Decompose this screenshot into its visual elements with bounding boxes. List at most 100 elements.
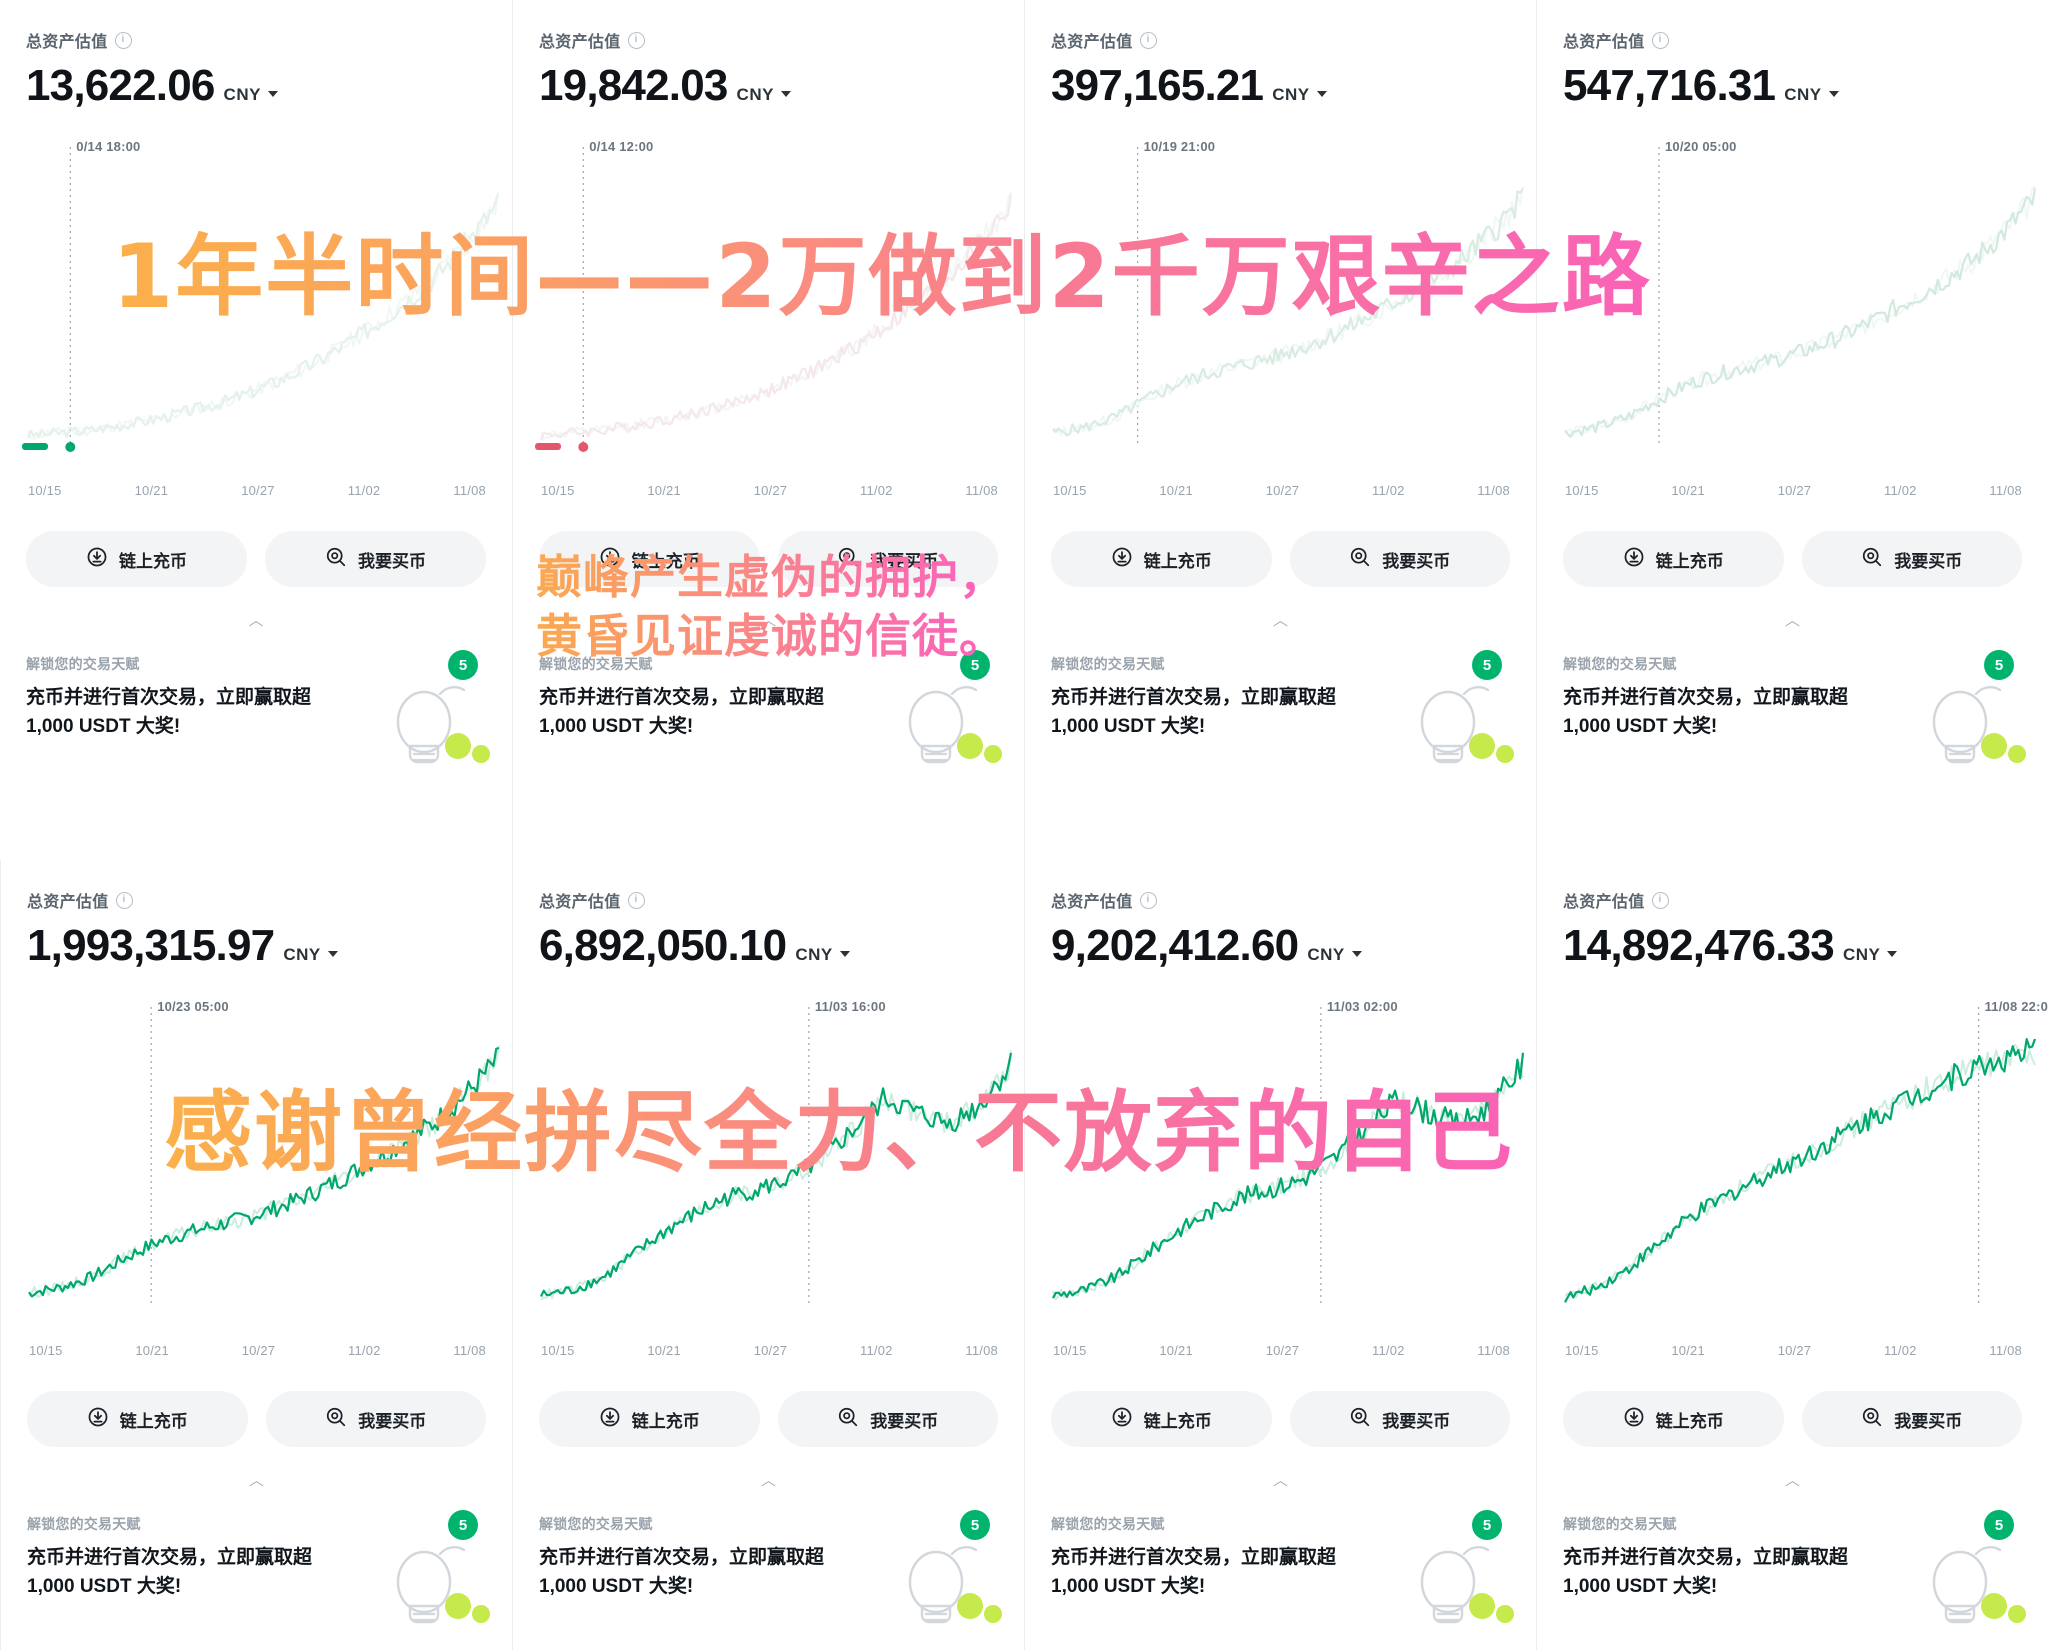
info-icon[interactable]: i (627, 891, 645, 909)
chevron-down-icon[interactable] (1316, 91, 1327, 97)
promo-title: 解锁您的交易天赋 (539, 1516, 653, 1532)
info-icon[interactable]: i (1139, 891, 1157, 909)
asset-value-row[interactable]: 1,993,315.97 CNY (27, 921, 512, 971)
asset-value-row[interactable]: 6,892,050.10 CNY (539, 921, 1024, 971)
search-coin-icon (325, 1406, 347, 1433)
chart-line-ghost (1564, 185, 2036, 437)
search-coin-icon (837, 546, 859, 573)
chevron-down-icon[interactable] (267, 91, 278, 97)
asset-value-row[interactable]: 19,842.03 CNY (539, 61, 1024, 111)
asset-label-text: 总资产估值 (1563, 34, 1645, 51)
xaxis-tick: 11/02 (1884, 1343, 1917, 1358)
asset-chart[interactable]: 11/08 22:00 10/15 10/21 10/27 11/02 11/08 (1537, 999, 2048, 1363)
asset-total-value: 6,892,050.10 (539, 921, 787, 970)
asset-chart[interactable]: 10/20 05:00 10/15 10/21 10/27 11/02 11/08 (1537, 139, 2048, 503)
asset-chart[interactable]: 10/23 05:00 10/15 10/21 10/27 11/02 11/08 (1, 999, 512, 1363)
buy-label: 我要买币 (1382, 551, 1451, 571)
promo-banner[interactable]: 解锁您的交易天赋 充币并进行首次交易，立即赢取超 1,000 USDT 大奖! 5 (1, 1510, 512, 1650)
buy-crypto-button[interactable]: 我要买币 (265, 1391, 486, 1447)
lightbulb-icon (1404, 1536, 1522, 1641)
chevron-down-icon[interactable] (1887, 951, 1898, 957)
collapse-chevron-up-icon[interactable]: ︿ (760, 612, 776, 629)
chevron-down-icon[interactable] (1351, 951, 1362, 957)
buy-crypto-button[interactable]: 我要买币 (1801, 1391, 2022, 1447)
info-icon[interactable]: i (1139, 31, 1157, 49)
download-icon (86, 546, 108, 573)
deposit-onchain-button[interactable]: 链上充币 (26, 531, 247, 587)
info-icon[interactable]: i (1651, 891, 1669, 909)
asset-value-row[interactable]: 397,165.21 CNY (1051, 61, 1536, 111)
deposit-onchain-button[interactable]: 链上充币 (539, 1391, 760, 1447)
chart-xaxis: 10/15 10/21 10/27 11/02 11/08 (1537, 473, 2048, 498)
chart-xaxis: 10/15 10/21 10/27 11/02 11/08 (1, 1333, 512, 1358)
promo-banner[interactable]: 解锁您的交易天赋 充币并进行首次交易，立即赢取超 1,000 USDT 大奖! 5 (1537, 1510, 2048, 1650)
collapse-chevron-up-icon[interactable]: ︿ (1272, 612, 1288, 629)
info-icon[interactable]: i (627, 31, 645, 49)
chart-line-main (1052, 1052, 1525, 1299)
asset-total-value: 19,842.03 (539, 61, 728, 110)
chart-peak-timestamp: 0/14 18:00 (76, 139, 141, 154)
deposit-onchain-button[interactable]: 链上充币 (1563, 1391, 1784, 1447)
collapse-chevron-up-icon[interactable]: ︿ (1272, 1472, 1288, 1489)
promo-step-badge: 5 (1472, 1510, 1502, 1540)
deposit-label: 链上充币 (631, 551, 700, 571)
chevron-down-icon[interactable] (1828, 91, 1839, 97)
info-icon[interactable]: i (1651, 31, 1669, 49)
currency-label: CNY (1784, 85, 1822, 104)
info-icon[interactable]: i (115, 891, 133, 909)
collapse-chevron-up-icon[interactable]: ︿ (760, 1472, 776, 1489)
collapse-chevron-up-icon[interactable]: ︿ (1784, 612, 1800, 629)
asset-chart[interactable]: 11/03 16:00 10/15 10/21 10/27 11/02 11/08 (513, 999, 1024, 1363)
collapse-chevron-up-icon[interactable]: ︿ (248, 1472, 264, 1489)
deposit-onchain-button[interactable]: 链上充币 (539, 531, 760, 587)
info-icon[interactable]: i (114, 31, 132, 49)
promo-banner[interactable]: 解锁您的交易天赋 充币并进行首次交易，立即赢取超 1,000 USDT 大奖! 5 (513, 1510, 1024, 1650)
buy-crypto-button[interactable]: 我要买币 (777, 531, 998, 587)
buy-crypto-button[interactable]: 我要买币 (1289, 1391, 1510, 1447)
buy-label: 我要买币 (870, 1411, 939, 1431)
buy-crypto-button[interactable]: 我要买币 (777, 1391, 998, 1447)
deposit-onchain-button[interactable]: 链上充币 (27, 1391, 248, 1447)
chart-line-main (540, 1052, 1013, 1297)
chart-xaxis: 10/15 10/21 10/27 11/02 11/08 (1537, 1333, 2048, 1358)
xaxis-tick: 11/02 (1372, 1343, 1405, 1358)
promo-body: 充币并进行首次交易，立即赢取超 1,000 USDT 大奖! (26, 687, 312, 737)
deposit-onchain-button[interactable]: 链上充币 (1563, 531, 1784, 587)
buy-crypto-button[interactable]: 我要买币 (1289, 531, 1510, 587)
asset-label-row: 总资产估值 i (1563, 28, 2048, 52)
xaxis-tick: 10/21 (135, 1343, 169, 1358)
deposit-onchain-button[interactable]: 链上充币 (1051, 531, 1272, 587)
asset-value-row[interactable]: 547,716.31 CNY (1563, 61, 2048, 111)
collapse-chevron-up-icon[interactable]: ︿ (248, 612, 264, 629)
promo-banner[interactable]: 解锁您的交易天赋 充币并进行首次交易，立即赢取超 1,000 USDT 大奖! 5 (1537, 650, 2048, 814)
collapse-chevron-up-icon[interactable]: ︿ (1784, 1472, 1800, 1489)
promo-body: 充币并进行首次交易，立即赢取超 1,000 USDT 大奖! (27, 1547, 313, 1597)
asset-chart[interactable]: 0/14 18:00 10/15 10/21 10/27 11/02 11/08 (0, 139, 512, 503)
asset-value-row[interactable]: 9,202,412.60 CNY (1051, 921, 1536, 971)
buy-crypto-button[interactable]: 我要买币 (1801, 531, 2022, 587)
asset-value-row[interactable]: 13,622.06 CNY (26, 61, 512, 111)
chevron-down-icon[interactable] (780, 91, 791, 97)
chevron-down-icon[interactable] (839, 951, 850, 957)
asset-chart[interactable]: 11/03 02:00 10/15 10/21 10/27 11/02 11/08 (1025, 999, 1536, 1363)
promo-banner[interactable]: 解锁您的交易天赋 充币并进行首次交易，立即赢取超 1,000 USDT 大奖! 5 (513, 650, 1024, 814)
asset-header: 总资产估值 i 6,892,050.10 CNY (513, 860, 1024, 971)
chevron-down-icon[interactable] (327, 951, 338, 957)
promo-banner[interactable]: 解锁您的交易天赋 充币并进行首次交易，立即赢取超 1,000 USDT 大奖! 5 (1025, 1510, 1536, 1650)
xaxis-tick: 10/21 (1671, 1343, 1705, 1358)
xaxis-tick: 11/02 (860, 483, 893, 498)
asset-chart[interactable]: 10/19 21:00 10/15 10/21 10/27 11/02 11/08 (1025, 139, 1536, 503)
promo-banner[interactable]: 解锁您的交易天赋 充币并进行首次交易，立即赢取超 1,000 USDT 大奖! 5 (0, 650, 512, 814)
asset-label-row: 总资产估值 i (539, 888, 1024, 912)
xaxis-tick: 11/08 (1477, 483, 1510, 498)
promo-step-badge: 5 (960, 650, 990, 680)
asset-value-row[interactable]: 14,892,476.33 CNY (1563, 921, 2048, 971)
buy-crypto-button[interactable]: 我要买币 (265, 531, 486, 587)
chart-peak-timestamp: 0/14 12:00 (589, 139, 654, 154)
deposit-onchain-button[interactable]: 链上充币 (1051, 1391, 1272, 1447)
asset-label-text: 总资产估值 (1051, 34, 1133, 51)
xaxis-tick: 10/21 (1159, 483, 1193, 498)
asset-total-value: 547,716.31 (1563, 61, 1776, 110)
promo-banner[interactable]: 解锁您的交易天赋 充币并进行首次交易，立即赢取超 1,000 USDT 大奖! 5 (1025, 650, 1536, 814)
asset-chart[interactable]: 0/14 12:00 10/15 10/21 10/27 11/02 11/08 (513, 139, 1024, 503)
